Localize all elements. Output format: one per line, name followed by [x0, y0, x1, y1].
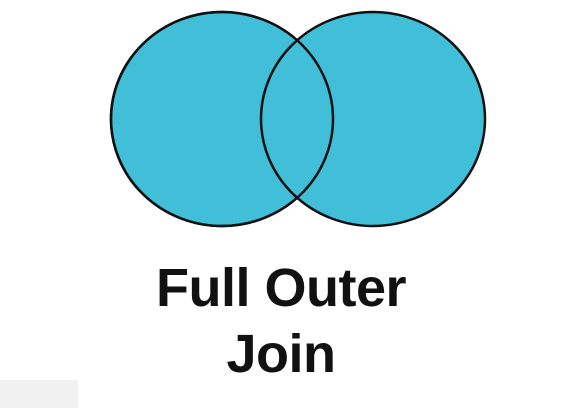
diagram-caption: Full Outer Join	[0, 255, 562, 387]
venn-diagram	[109, 10, 487, 228]
corner-shade	[0, 380, 78, 408]
left-set-outline	[109, 10, 335, 228]
caption-line-2: Join	[226, 324, 336, 384]
caption-line-1: Full Outer	[156, 258, 407, 318]
right-set-circle	[259, 10, 487, 228]
